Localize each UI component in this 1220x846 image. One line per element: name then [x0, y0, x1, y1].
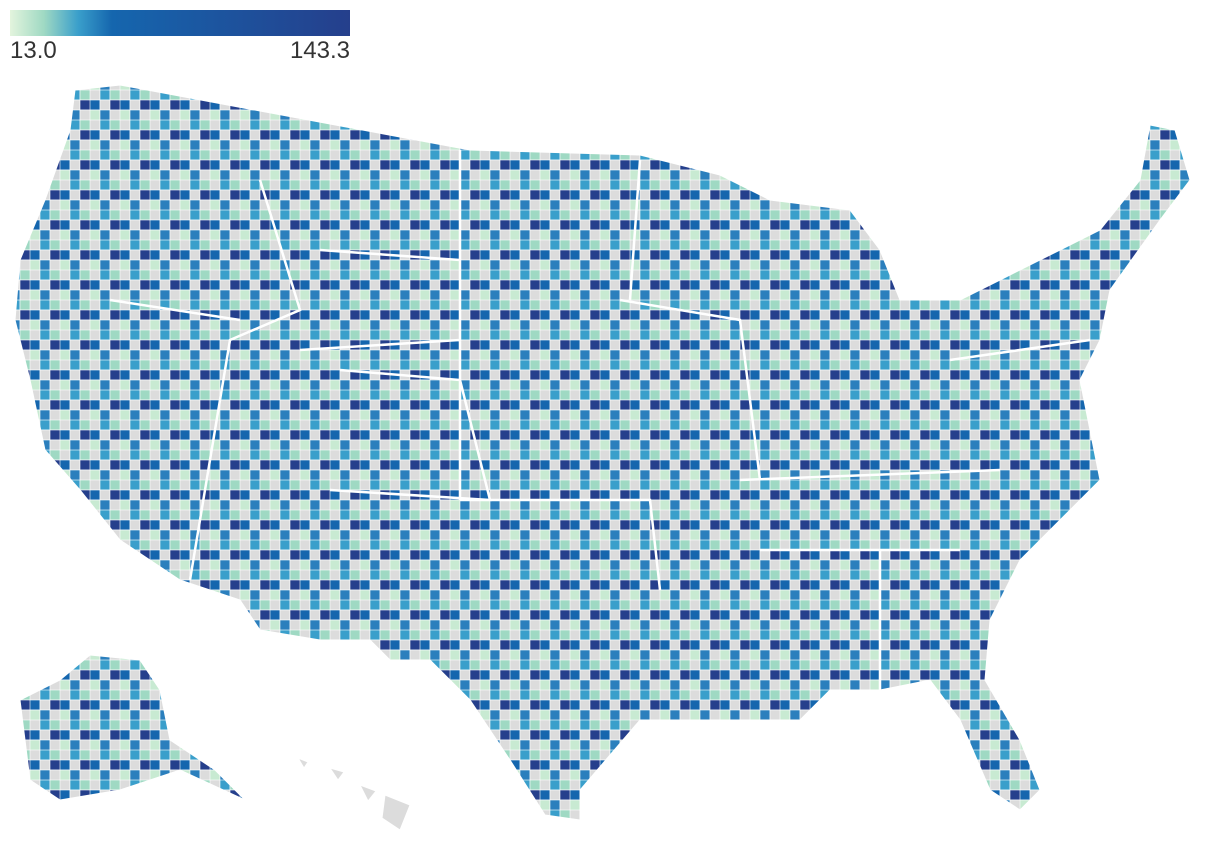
colorbar: [10, 10, 350, 36]
hawaii: [296, 756, 411, 831]
color-legend: 13.0 143.3: [10, 10, 350, 64]
alaska: [19, 654, 246, 801]
contiguous-us: [14, 84, 1191, 821]
counties: [14, 84, 1191, 831]
colorbar-min-label: 13.0: [10, 37, 57, 64]
colorbar-max-label: 143.3: [290, 37, 350, 64]
state-borders: [109, 150, 1091, 690]
